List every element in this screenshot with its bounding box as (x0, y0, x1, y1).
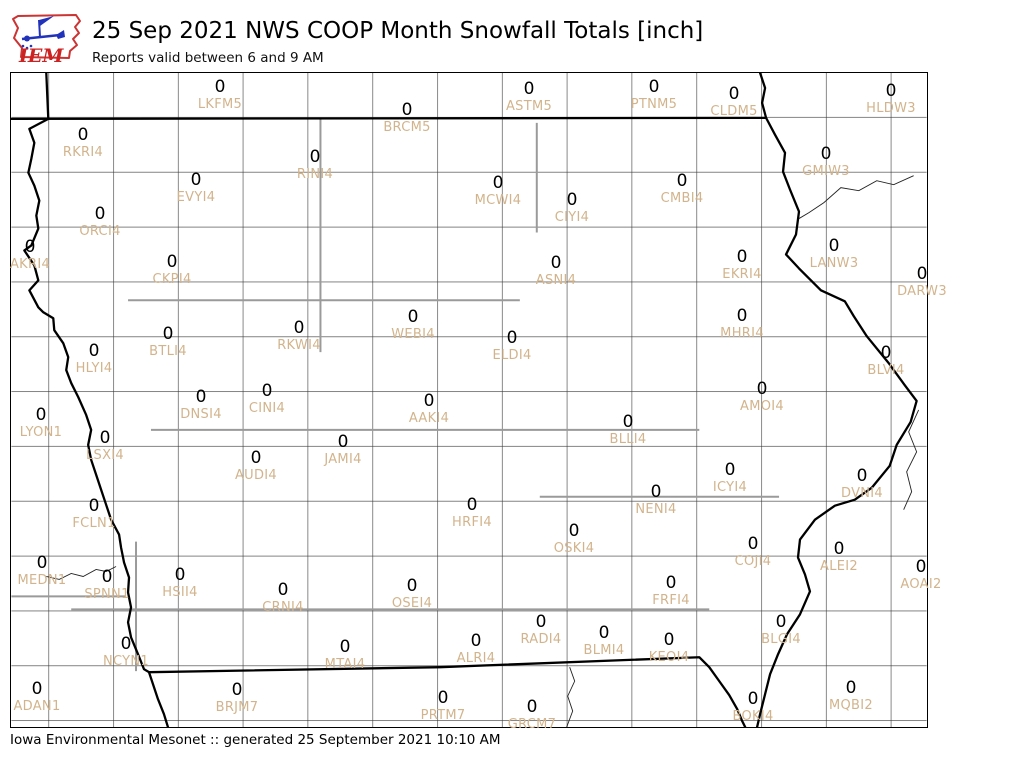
iowa-outline-icon (12, 14, 81, 59)
map-graphic (11, 73, 927, 727)
iem-logo-graphic: IEM (12, 14, 81, 67)
iowa-coop-map (10, 72, 928, 728)
iem-logo-text: IEM (18, 45, 64, 67)
county-grid (11, 73, 927, 727)
page-title: 25 Sep 2021 NWS COOP Month Snowfall Tota… (92, 18, 704, 44)
footer-credit: Iowa Environmental Mesonet :: generated … (10, 732, 501, 748)
page-subtitle: Reports valid between 6 and 9 AM (92, 50, 324, 66)
state-border (11, 73, 918, 727)
iem-logo: IEM (8, 6, 88, 68)
river-lines (46, 175, 920, 727)
weather-station-icon (21, 16, 65, 50)
